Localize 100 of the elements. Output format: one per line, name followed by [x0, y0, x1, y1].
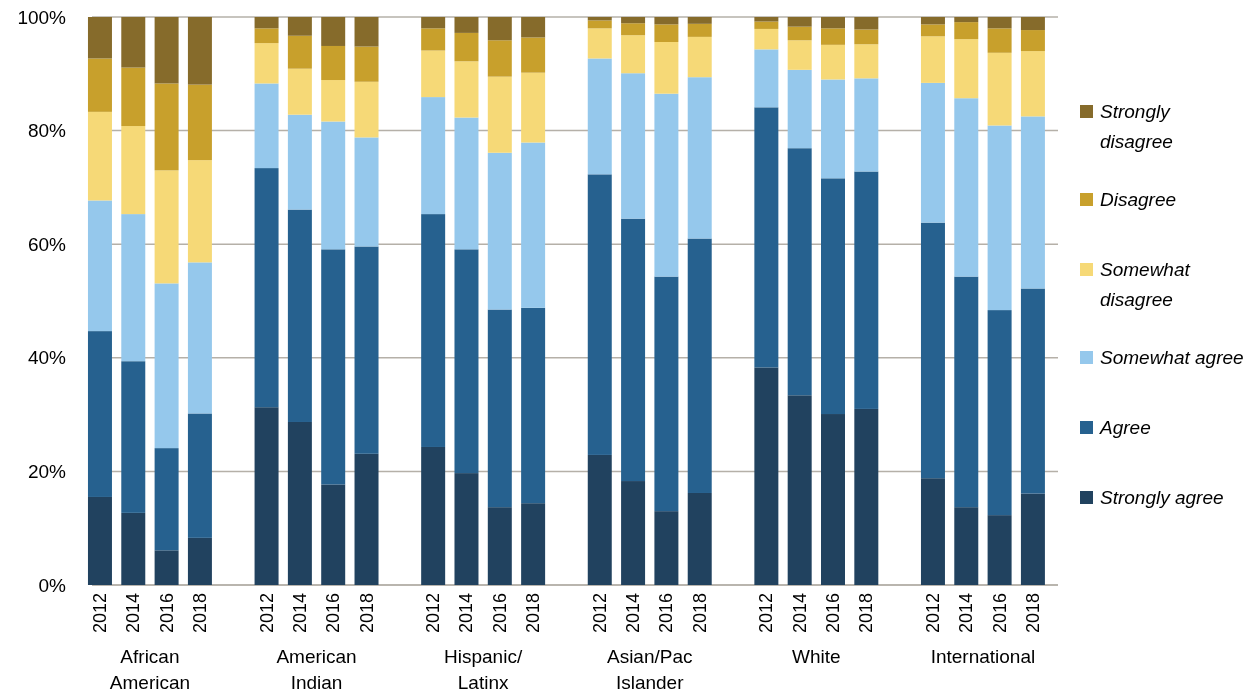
bar — [987, 125, 1012, 311]
bar — [421, 17, 446, 29]
legend-label: Somewhat agree — [1100, 347, 1244, 368]
x-tick-label: 2018 — [856, 593, 877, 634]
x-tick-label: 2012 — [756, 593, 777, 634]
bar — [487, 40, 512, 77]
bar — [754, 17, 779, 22]
bar — [354, 46, 379, 82]
bar — [254, 17, 279, 29]
bar — [521, 503, 546, 585]
bar — [287, 421, 312, 585]
bar — [1020, 51, 1045, 117]
text: White — [792, 646, 841, 667]
bar — [254, 28, 279, 44]
bar — [621, 17, 646, 24]
bar — [687, 23, 712, 37]
x-tick-label: 2018 — [356, 593, 377, 634]
bar — [521, 307, 546, 504]
bar — [654, 93, 679, 277]
bar — [254, 168, 279, 408]
bar — [587, 58, 612, 175]
text: Asian/Pac Islander — [606, 646, 693, 693]
bar — [787, 148, 812, 396]
x-tick-label: 2018 — [1022, 593, 1043, 634]
bar — [687, 36, 712, 78]
bar — [621, 218, 646, 482]
bar — [954, 98, 979, 277]
text: American Indian — [276, 646, 357, 693]
bar — [187, 84, 212, 161]
bar — [287, 209, 312, 422]
x-tick-label: 2016 — [323, 593, 344, 634]
bar — [521, 37, 546, 73]
bar — [854, 17, 879, 30]
bar — [121, 512, 146, 585]
bar — [920, 82, 945, 223]
bar — [787, 40, 812, 70]
x-tick-label: 2016 — [656, 593, 677, 634]
x-tick-label: 2016 — [489, 593, 510, 634]
x-tick-label: 2016 — [823, 593, 843, 634]
bar — [621, 481, 646, 585]
bar — [187, 413, 212, 538]
y-tick-label: 40% — [27, 347, 67, 369]
bar — [920, 478, 945, 585]
bar — [87, 496, 112, 585]
bar — [654, 511, 679, 585]
bar — [121, 126, 146, 215]
bar — [654, 17, 679, 25]
bar — [821, 17, 845, 29]
bar — [754, 49, 779, 108]
bar — [754, 107, 779, 368]
bar — [354, 137, 379, 247]
text: International — [930, 646, 1036, 667]
text: Hispanic/Latinx — [444, 646, 523, 693]
legend-label: Disagree — [1100, 189, 1177, 210]
bar — [421, 97, 446, 215]
bar — [587, 454, 612, 585]
bar — [821, 44, 845, 80]
bar — [854, 29, 879, 45]
bar — [87, 111, 112, 201]
bar — [954, 22, 979, 40]
bar — [121, 214, 146, 362]
legend-label: Strongly disagree — [1100, 101, 1173, 152]
bar — [154, 448, 179, 551]
bar — [687, 492, 712, 585]
bar — [454, 473, 479, 585]
bar — [754, 367, 779, 585]
bar — [587, 20, 612, 29]
bar — [287, 35, 312, 69]
bar — [587, 174, 612, 455]
legend-label: Somewhat disagree — [1100, 259, 1191, 310]
bar — [487, 17, 512, 41]
bar — [687, 17, 712, 24]
bar — [854, 408, 879, 585]
bar — [687, 238, 712, 493]
bar — [354, 17, 379, 47]
bar — [854, 78, 879, 172]
bar — [787, 69, 812, 149]
bar — [920, 36, 945, 83]
bar — [821, 28, 845, 45]
bar — [521, 17, 546, 38]
bar — [621, 35, 646, 74]
bar — [321, 80, 346, 122]
text: African American — [109, 646, 191, 693]
bar — [187, 262, 212, 414]
bar — [87, 58, 112, 112]
bar — [754, 28, 779, 50]
y-tick-label: 100% — [17, 6, 67, 28]
bar — [487, 507, 512, 585]
bar — [920, 24, 945, 37]
bar — [421, 50, 446, 98]
bar — [1020, 116, 1045, 289]
bar — [487, 152, 512, 310]
bar — [454, 249, 479, 474]
bar — [521, 142, 546, 308]
bar — [954, 507, 979, 585]
bar — [987, 17, 1012, 29]
bar — [454, 61, 479, 118]
bar — [154, 550, 179, 585]
bar — [1020, 493, 1045, 585]
bar — [454, 32, 479, 62]
